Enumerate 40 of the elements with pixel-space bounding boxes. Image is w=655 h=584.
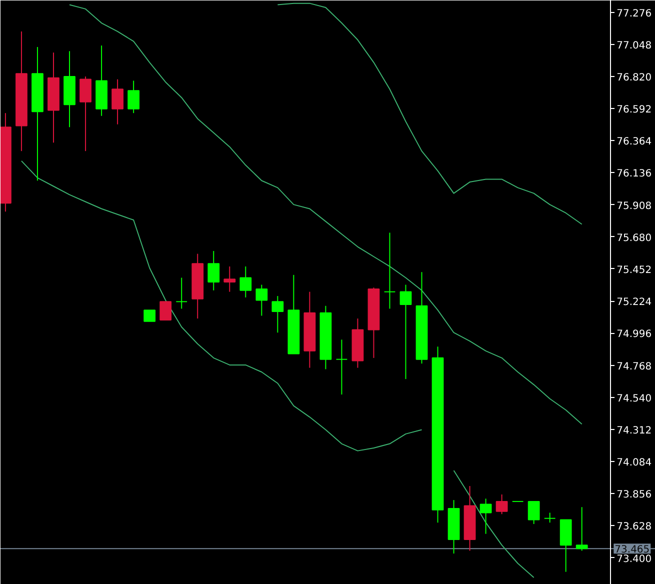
candlestick: [208, 250, 220, 291]
y-tick-label: 75.908: [616, 200, 652, 212]
candlestick: [144, 310, 156, 322]
candlestick: [544, 512, 556, 524]
y-tick-label: 77.276: [616, 8, 652, 20]
candlestick: [384, 232, 396, 310]
y-tick-label: 75.680: [616, 232, 652, 244]
y-tick-label: 73.856: [616, 490, 652, 501]
candlestick: [576, 506, 588, 552]
ref-line-label: 73.465: [614, 544, 650, 556]
line-series: [69, 4, 582, 425]
y-tick-label: 74.996: [616, 329, 652, 340]
candlestick: [128, 80, 140, 114]
candlestick: [240, 266, 252, 298]
candlestick: [176, 277, 188, 310]
line-series: [277, 2, 582, 225]
y-tick-label: 73.400: [616, 554, 652, 565]
candlestick: [160, 301, 172, 320]
y-tick-label: 76.820: [616, 72, 652, 84]
y-tick-label: 76.364: [616, 136, 652, 148]
y-tick-label: 74.540: [616, 393, 652, 404]
y-tick-label: 75.452: [616, 265, 652, 276]
y-tick-label: 74.084: [616, 458, 652, 469]
candlestick: [528, 500, 540, 524]
y-tick-label: 74.768: [616, 361, 652, 372]
candlestick: [272, 296, 284, 334]
candlestick: [256, 284, 268, 316]
y-tick-label: 77.048: [616, 40, 652, 52]
candlestick: [224, 266, 236, 292]
y-tick-label: 74.312: [616, 425, 652, 436]
y-tick-label: 75.224: [616, 297, 652, 308]
candlestick: [496, 494, 508, 515]
candlestick: [336, 339, 348, 396]
candlestick: [400, 284, 412, 380]
candlestick: [80, 76, 92, 152]
candlestick: [480, 498, 492, 534]
candlestick: [112, 78, 124, 125]
y-tick-label: 76.136: [616, 168, 652, 180]
y-tick-label: 73.628: [616, 522, 652, 533]
y-tick-label: 76.592: [616, 104, 652, 116]
